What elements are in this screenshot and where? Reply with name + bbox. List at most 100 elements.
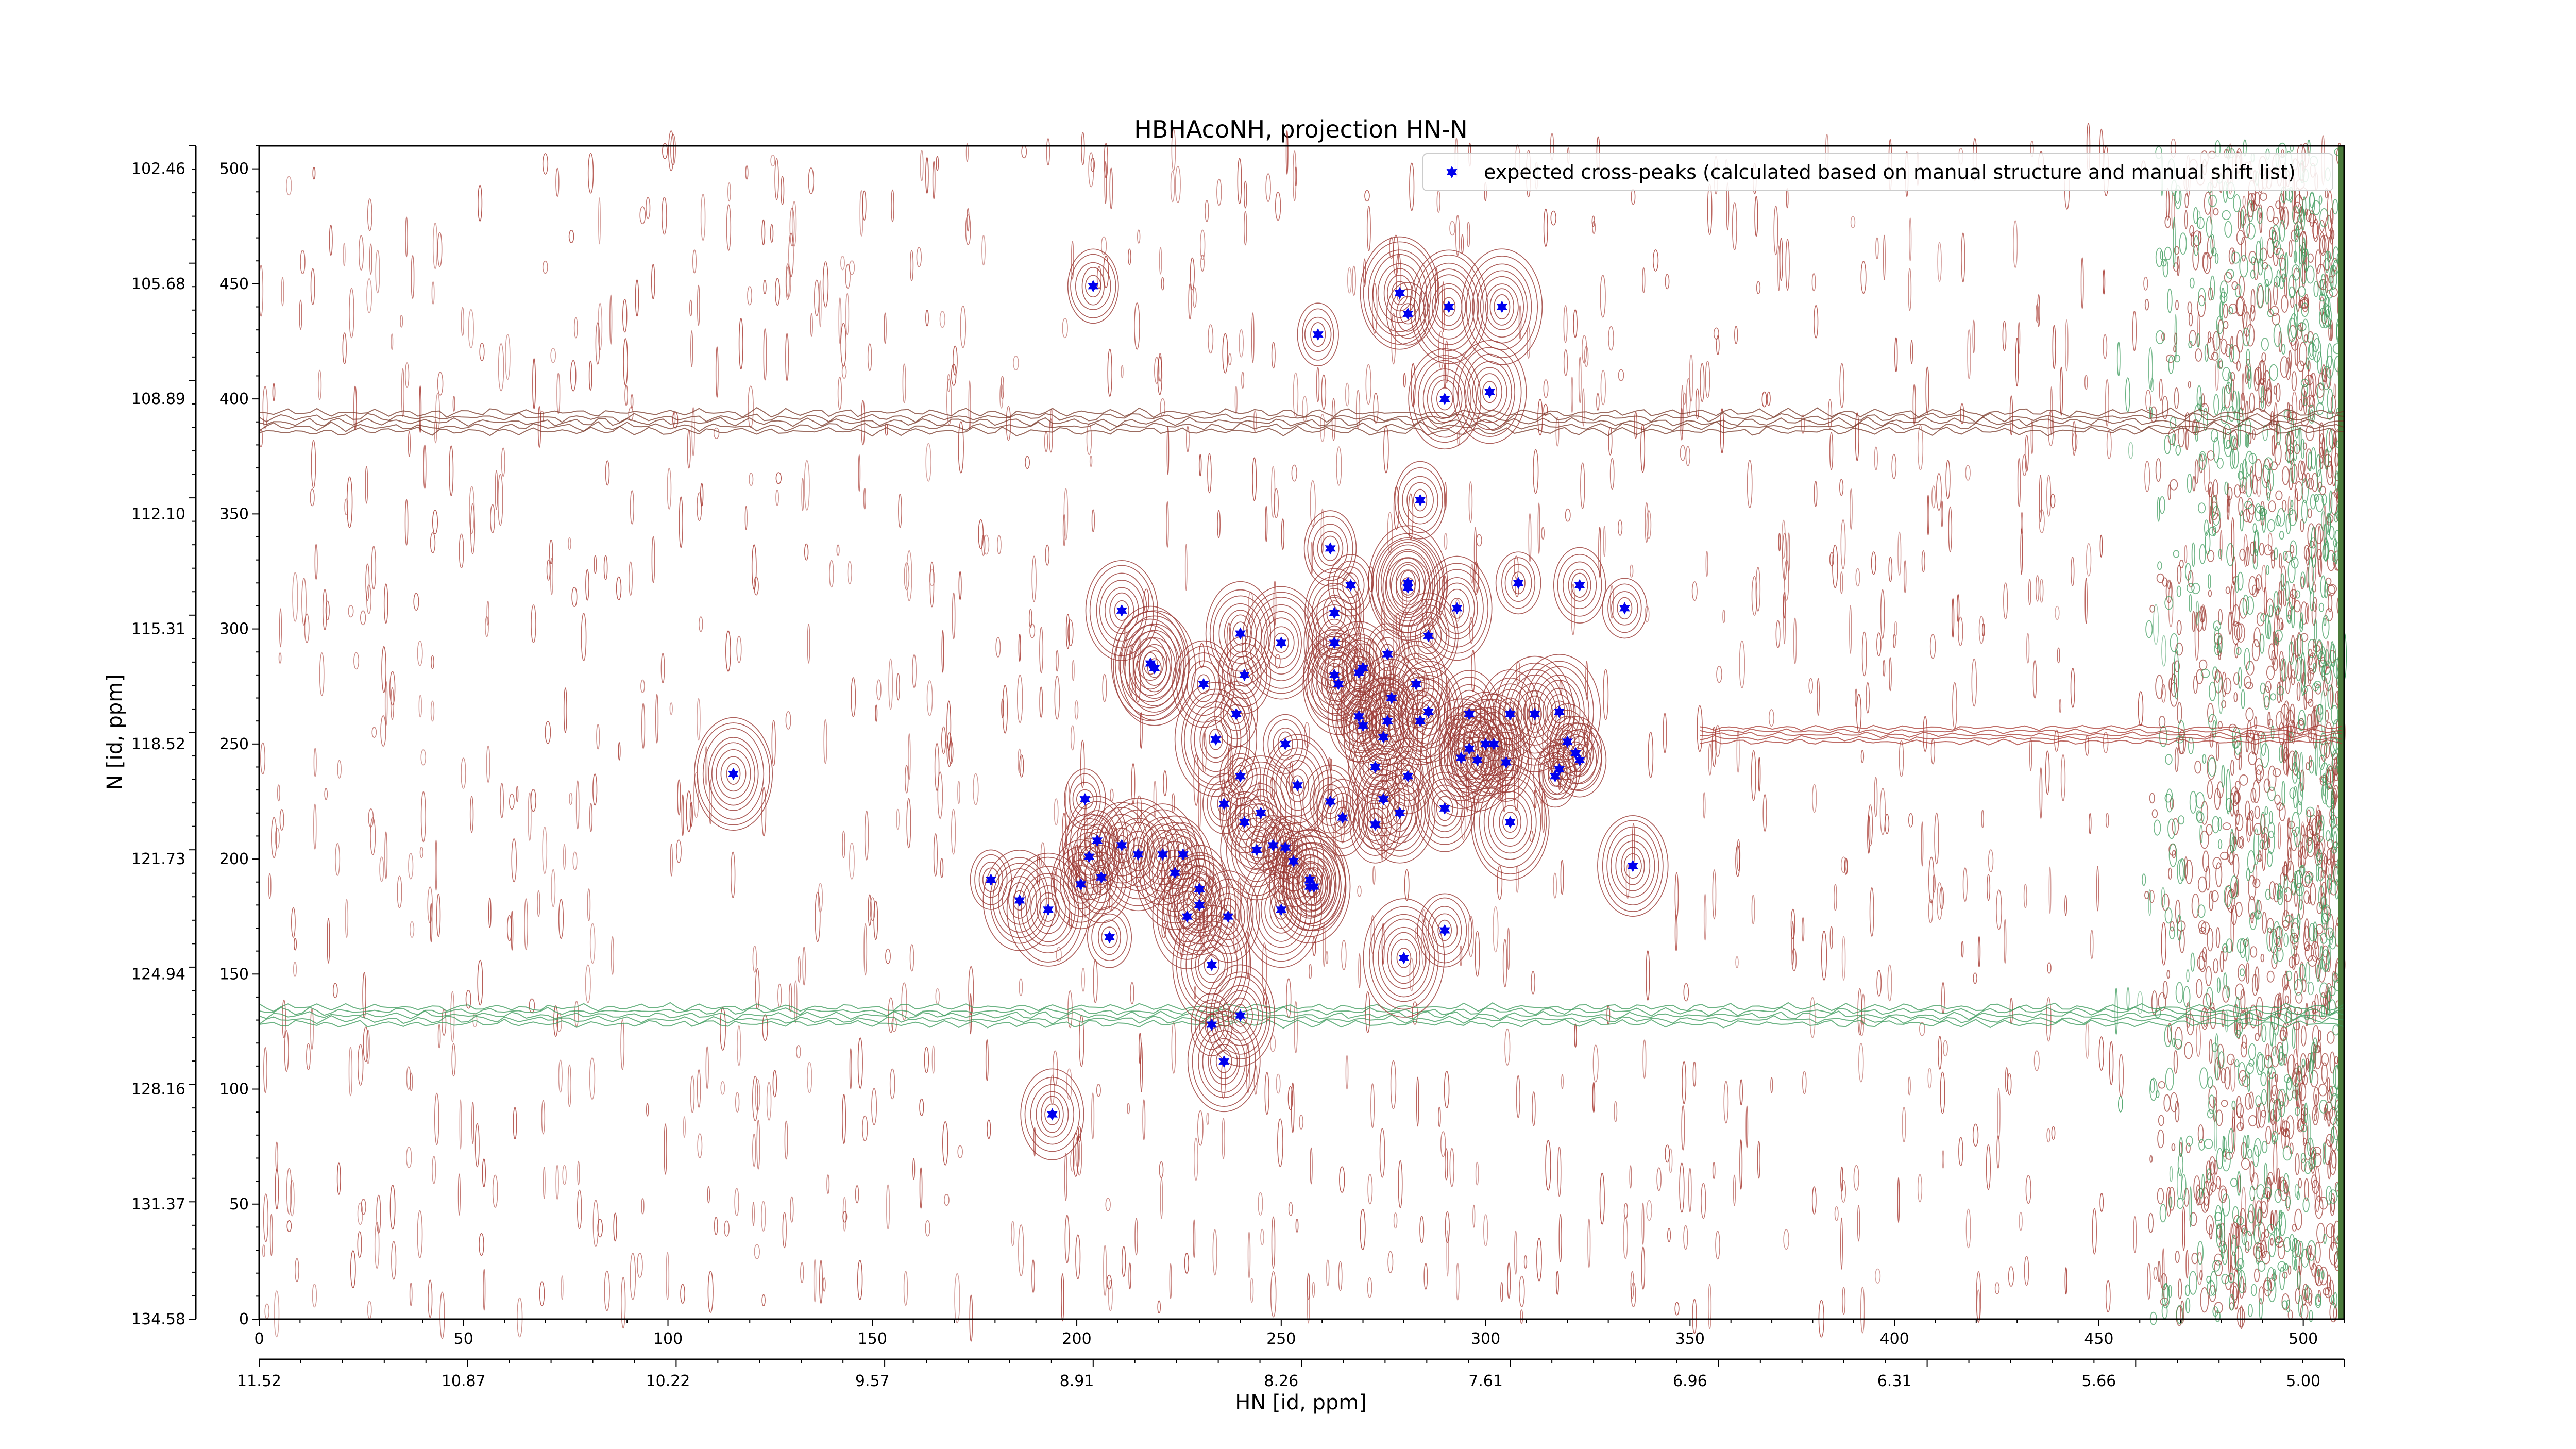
edge-contour	[2222, 367, 2231, 381]
edge-contour	[2258, 360, 2267, 385]
noise-contour	[689, 299, 692, 317]
noise-contour	[888, 658, 893, 710]
edge-contour	[2250, 289, 2256, 314]
edge-contour	[2251, 639, 2260, 662]
peak-contour	[1473, 770, 1547, 874]
peak-contour	[1202, 773, 1246, 834]
noise-contour	[1783, 596, 1786, 645]
edge-contour	[2273, 883, 2280, 903]
noise-contour	[471, 1101, 474, 1144]
edge-contour	[2149, 1155, 2153, 1163]
noise-contour	[973, 773, 979, 805]
noise-contour	[931, 1045, 935, 1074]
edge-contour	[2274, 547, 2278, 560]
edge-contour	[2207, 703, 2214, 723]
edge-contour	[2242, 1135, 2247, 1160]
noise-contour	[1416, 1076, 1419, 1127]
noise-contour	[1074, 700, 1079, 720]
noise-contour	[589, 803, 593, 832]
peak-contour	[1453, 747, 1469, 768]
edge-contour	[2317, 382, 2325, 405]
edge-contour	[2223, 886, 2232, 907]
noise-contour	[1031, 555, 1037, 602]
cross-peak-marker	[1423, 705, 1434, 718]
edge-contour	[2168, 867, 2172, 880]
edge-contour	[2287, 1265, 2292, 1275]
edge-contour	[2302, 442, 2307, 450]
peak-contour	[1220, 688, 1252, 740]
edge-contour	[2197, 295, 2206, 317]
noise-contour	[884, 312, 887, 344]
noise-contour	[1923, 716, 1928, 752]
noise-contour	[513, 1107, 517, 1140]
cross-peak-marker	[1149, 662, 1160, 675]
noise-contour	[358, 235, 364, 271]
noise-contour	[506, 915, 512, 941]
noise-contour	[286, 1220, 292, 1232]
noise-contour	[1908, 813, 1913, 828]
noise-contour	[630, 490, 634, 525]
noise-contour	[1875, 237, 1879, 260]
cross-peak-marker	[1104, 931, 1115, 943]
noise-contour	[1002, 684, 1008, 734]
noise-contour	[1646, 1200, 1652, 1221]
edge-contour	[2321, 664, 2325, 682]
edge-contour	[2314, 1094, 2318, 1114]
noise-contour	[1976, 1289, 1980, 1323]
edge-contour	[2300, 571, 2306, 588]
edge-contour	[2228, 247, 2235, 265]
edge-contour	[2258, 1286, 2265, 1305]
noise-contour	[1071, 241, 1074, 280]
peak-contour	[1280, 760, 1315, 811]
noise-contour	[752, 1133, 756, 1167]
x-index-tick-label: 150	[858, 1330, 887, 1348]
noise-contour	[461, 757, 466, 789]
noise-contour	[1128, 1262, 1131, 1290]
noise-contour	[2013, 220, 2018, 268]
peak-contour	[1210, 786, 1238, 821]
noise-contour	[577, 1160, 580, 1186]
noise-contour	[2054, 729, 2059, 752]
edge-contour	[2168, 1186, 2175, 1211]
noise-contour	[342, 332, 347, 365]
edge-contour	[2159, 1203, 2167, 1223]
noise-contour	[2028, 579, 2031, 605]
noise-contour	[2023, 883, 2027, 908]
noise-contour	[2072, 432, 2078, 451]
edge-contour	[2157, 1129, 2164, 1149]
noise-contour	[1373, 392, 1379, 424]
noise-contour	[1921, 821, 1924, 867]
edge-contour	[2226, 268, 2234, 279]
noise-contour	[371, 546, 377, 590]
edge-contour	[2279, 745, 2284, 764]
edge-contour	[2329, 287, 2338, 297]
noise-contour	[1137, 229, 1141, 244]
noise-contour	[1889, 657, 1892, 692]
peak-contour	[1262, 714, 1308, 774]
edge-contour	[2330, 229, 2335, 240]
cross-peak-marker	[1369, 818, 1381, 831]
noise-contour	[1841, 936, 1846, 981]
edge-contour	[2316, 454, 2321, 477]
noise-contour	[1987, 874, 1991, 901]
noise-contour	[2022, 454, 2027, 477]
edge-contour	[2237, 571, 2244, 591]
edge-contour	[2183, 1188, 2190, 1207]
edge-contour	[2230, 875, 2238, 900]
noise-contour	[1703, 894, 1707, 941]
edge-contour	[2327, 839, 2334, 849]
noise-contour	[327, 918, 330, 964]
noise-contour	[1646, 510, 1652, 540]
edge-contour	[2232, 1206, 2239, 1223]
noise-contour	[1897, 1177, 1900, 1223]
noise-contour	[958, 571, 962, 600]
noise-contour	[1160, 1177, 1163, 1219]
edge-contour	[2319, 456, 2324, 470]
band-contour	[1700, 728, 2343, 735]
noise-contour	[1052, 1050, 1058, 1087]
noise-contour	[1531, 971, 1535, 995]
edge-contour	[2319, 815, 2325, 831]
peak-contour	[1387, 794, 1413, 832]
edge-contour	[2229, 1294, 2234, 1311]
noise-contour	[1001, 376, 1004, 399]
